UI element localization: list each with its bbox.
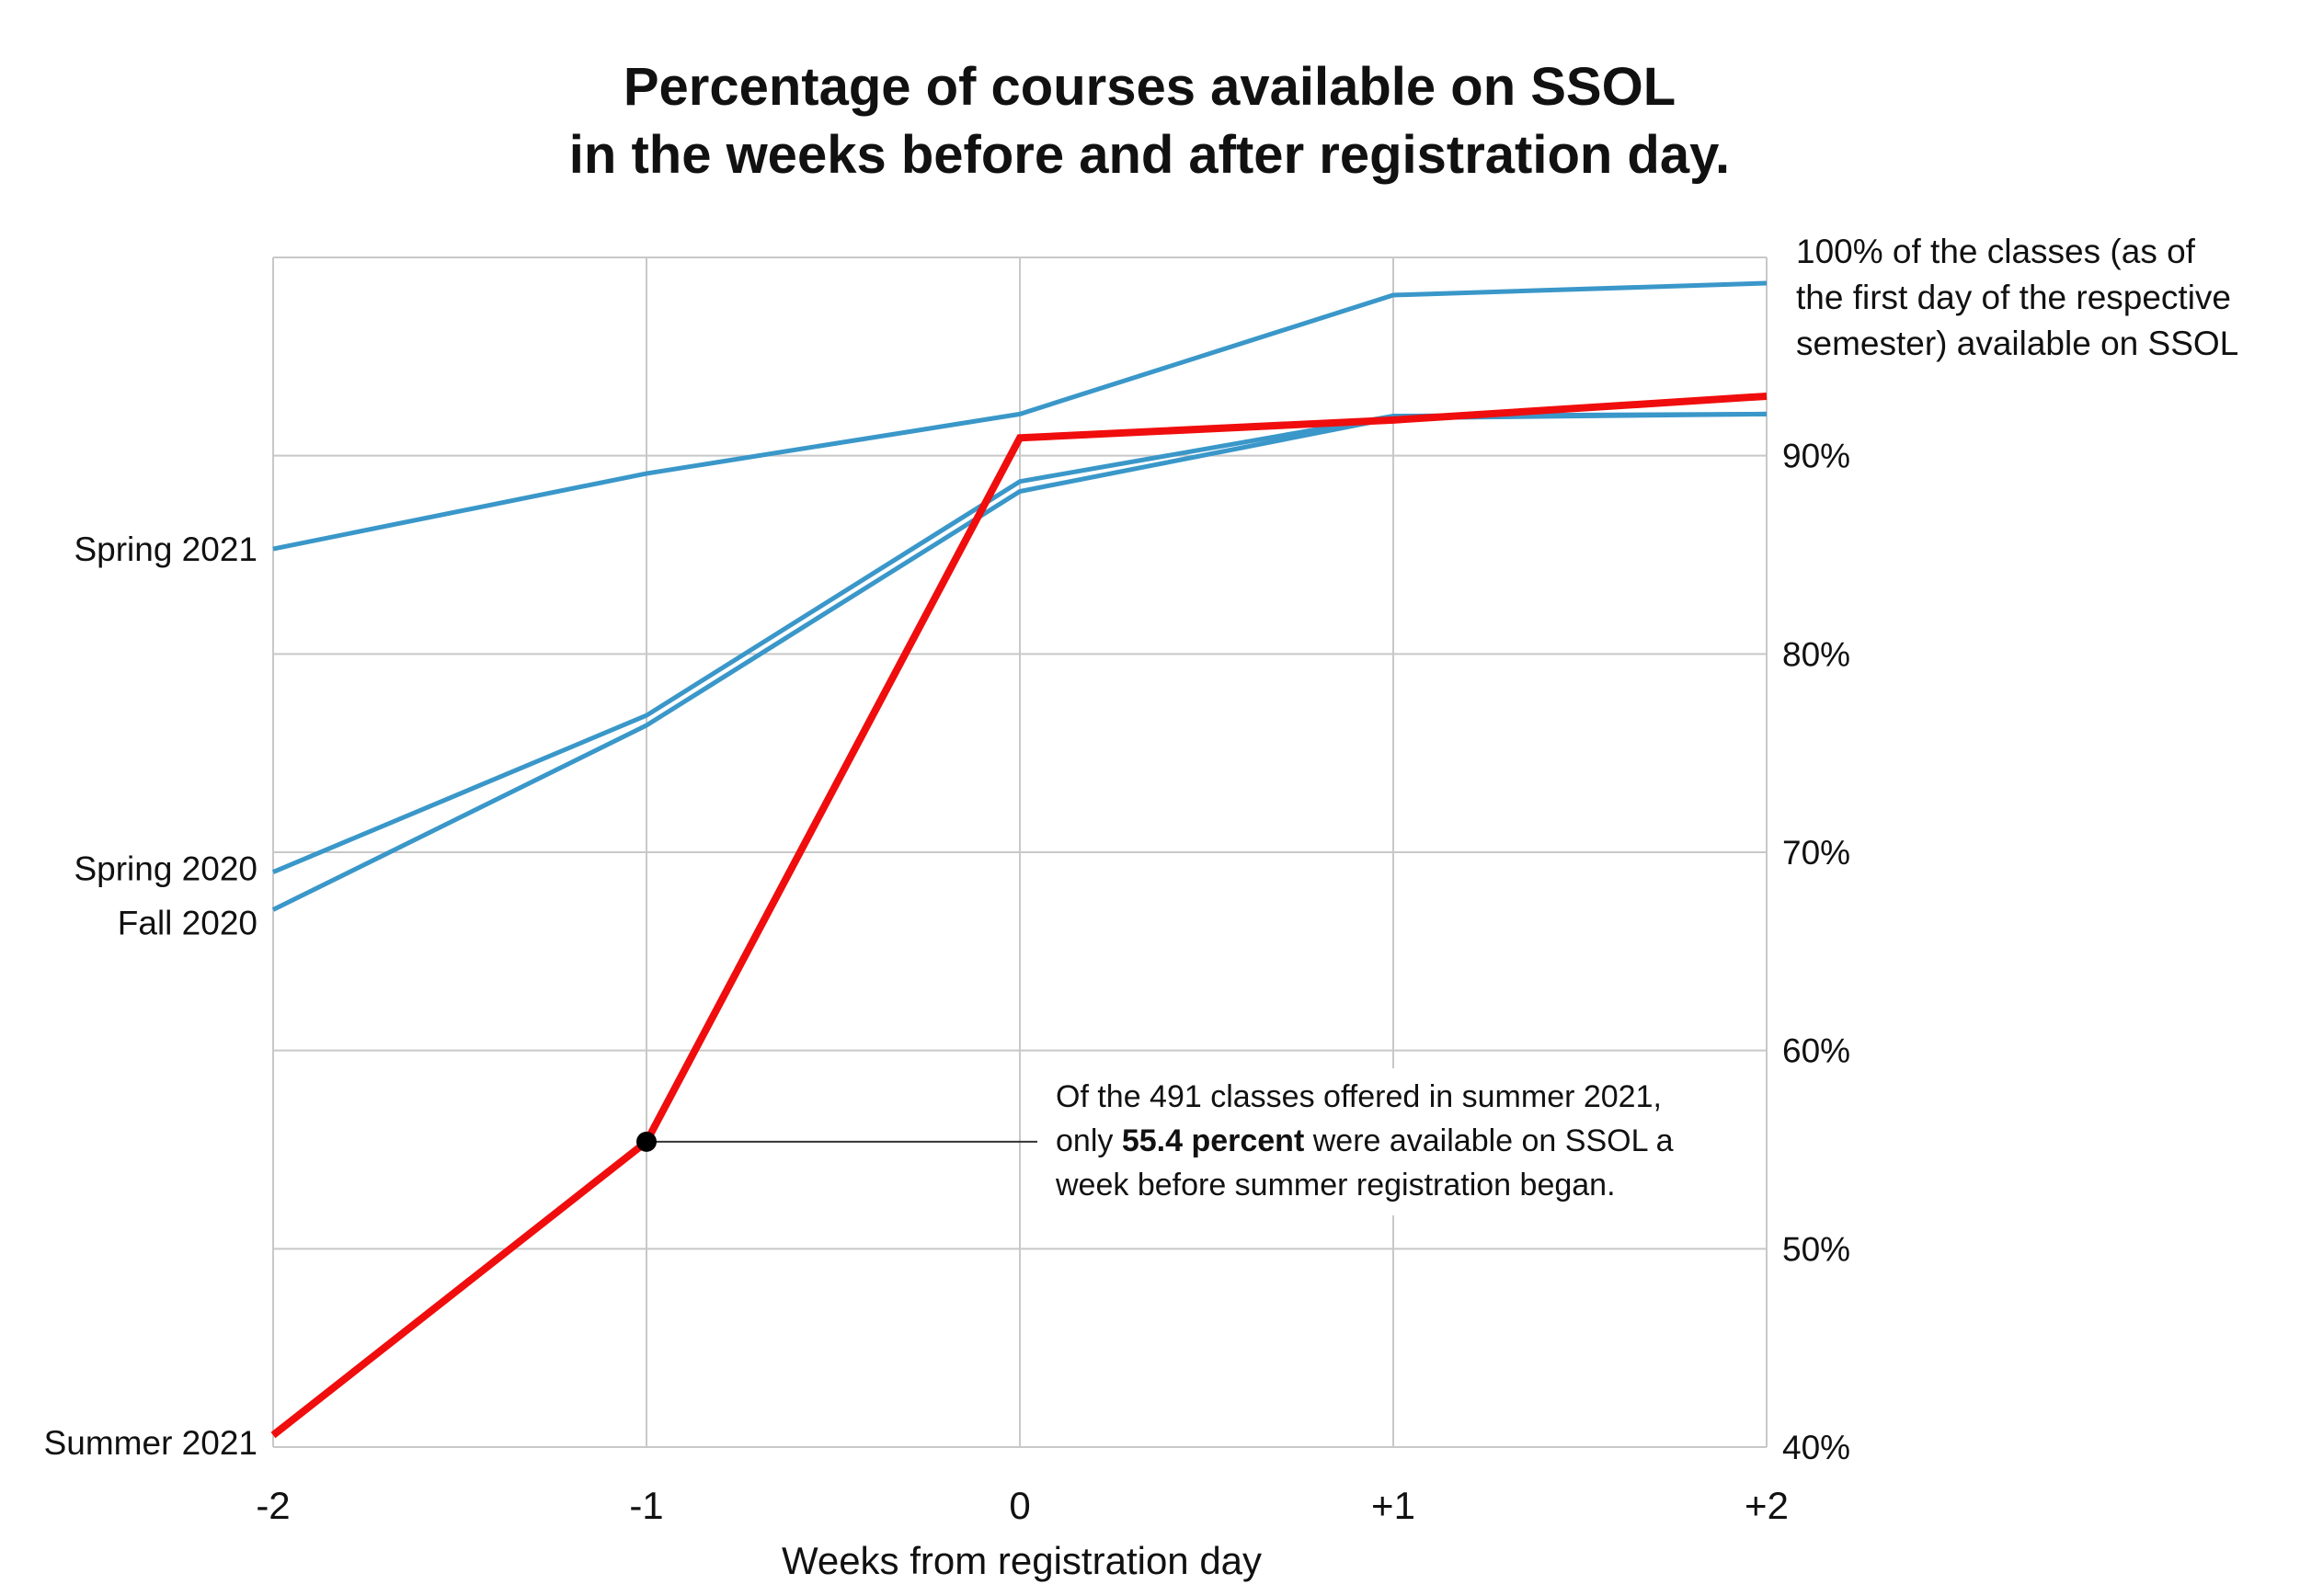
x-tick-labels: -2 -1 0 +1 +2 [256,1484,1789,1527]
chart-title-line-2: in the weeks before and after registrati… [569,125,1730,185]
annotation-marker [636,1131,657,1152]
x-tick-label: -2 [256,1484,290,1527]
series-label-fall-2020: Fall 2020 [118,905,257,942]
chart-title: Percentage of courses available on SSOL … [569,57,1730,185]
series-label-summer-2021: Summer 2021 [44,1424,257,1462]
annotation-segment: only [1056,1123,1122,1158]
y-tick-label: 80% [1782,635,1850,673]
y-tick-label: 70% [1782,834,1850,872]
y-tick-labels: 40% 50% 60% 70% 80% 90% [1782,438,1850,1466]
x-tick-label: 0 [1009,1484,1030,1527]
annotation-point [636,1131,657,1152]
y-tick-label: 90% [1782,438,1850,475]
gridlines [272,256,1768,1448]
annotation-text: Of the 491 classes offered in summer 202… [1055,1079,1674,1203]
annotation-highlight: 55.4 percent [1122,1123,1304,1158]
y-tick-label: 60% [1782,1032,1850,1070]
series-lines [270,280,1768,1439]
top-note-line-1: 100% of the classes (as of [1796,233,2196,270]
x-axis-label: Weeks from registration day [782,1539,1262,1582]
series-label-spring-2021: Spring 2021 [74,530,257,568]
top-note-line-3: semester) available on SSOL [1796,325,2238,362]
x-tick-label: +2 [1745,1484,1789,1527]
y-tick-label: 50% [1782,1230,1850,1268]
series-label-spring-2020: Spring 2020 [74,850,257,888]
annotation-line-1: Of the 491 classes offered in summer 202… [1056,1079,1662,1114]
annotation-segment: were available on SSOL a [1304,1123,1673,1158]
chart-title-line-1: Percentage of courses available on SSOL [624,57,1676,117]
x-tick-label: -1 [629,1484,663,1527]
x-tick-label: +1 [1371,1484,1415,1527]
series-line-summer-2021 [270,392,1768,1439]
annotation-line-3: week before summer registration began. [1055,1168,1616,1203]
y-tick-label: 40% [1782,1429,1850,1466]
series-labels: Spring 2021 Spring 2020 Fall 2020 Summer 20… [44,530,257,1462]
series-line-spring-2021 [272,280,1768,552]
top-note-line-2: the first day of the respective [1796,279,2231,316]
series-line-fall-2020 [271,411,1768,912]
annotation-segment: Of the 491 classes offered in summer 202… [1056,1079,1662,1114]
top-note: 100% of the classes (as of the first day… [1796,233,2238,362]
annotation-line-2: only 55.4 percent were available on SSOL… [1056,1123,1674,1158]
annotation-segment: week before summer registration began. [1055,1168,1616,1203]
